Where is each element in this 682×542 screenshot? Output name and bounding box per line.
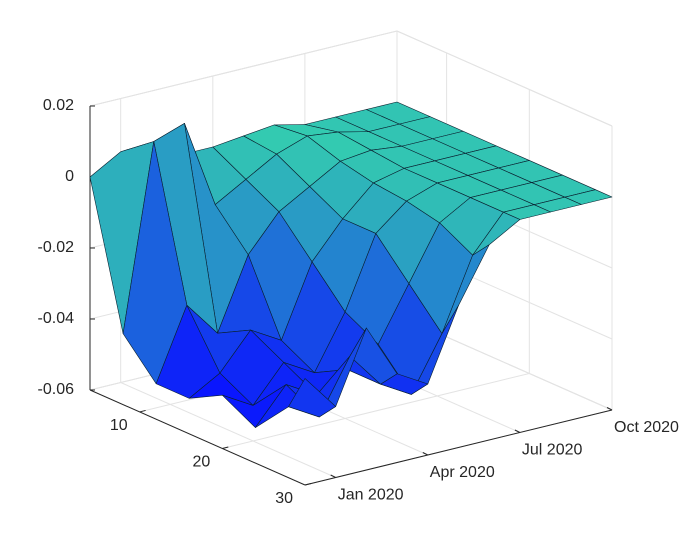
x-tick bbox=[514, 429, 521, 433]
z-tick-label: 0 bbox=[65, 168, 74, 185]
x-tick-label: Jan 2020 bbox=[338, 487, 404, 504]
z-tick-label: -0.06 bbox=[38, 381, 75, 398]
z-tick-label: -0.04 bbox=[38, 310, 75, 327]
x-axis bbox=[304, 409, 613, 486]
y-tick bbox=[222, 446, 229, 449]
z-tick-label: -0.02 bbox=[38, 239, 75, 256]
y-tick bbox=[139, 409, 146, 413]
x-tick-label: Jul 2020 bbox=[522, 442, 583, 459]
x-tick bbox=[330, 474, 336, 478]
y-tick-label: 10 bbox=[110, 417, 128, 434]
y-axis bbox=[89, 389, 306, 486]
y-tick-label: 30 bbox=[275, 490, 293, 507]
grid-line bbox=[89, 30, 613, 127]
x-tick bbox=[606, 407, 613, 411]
z-tick-label: 0.02 bbox=[43, 97, 74, 114]
x-tick bbox=[422, 452, 429, 456]
surface-patch bbox=[288, 378, 337, 418]
x-tick-label: Apr 2020 bbox=[430, 464, 495, 481]
x-tick-label: Oct 2020 bbox=[614, 419, 679, 436]
y-tick-label: 20 bbox=[193, 454, 211, 471]
